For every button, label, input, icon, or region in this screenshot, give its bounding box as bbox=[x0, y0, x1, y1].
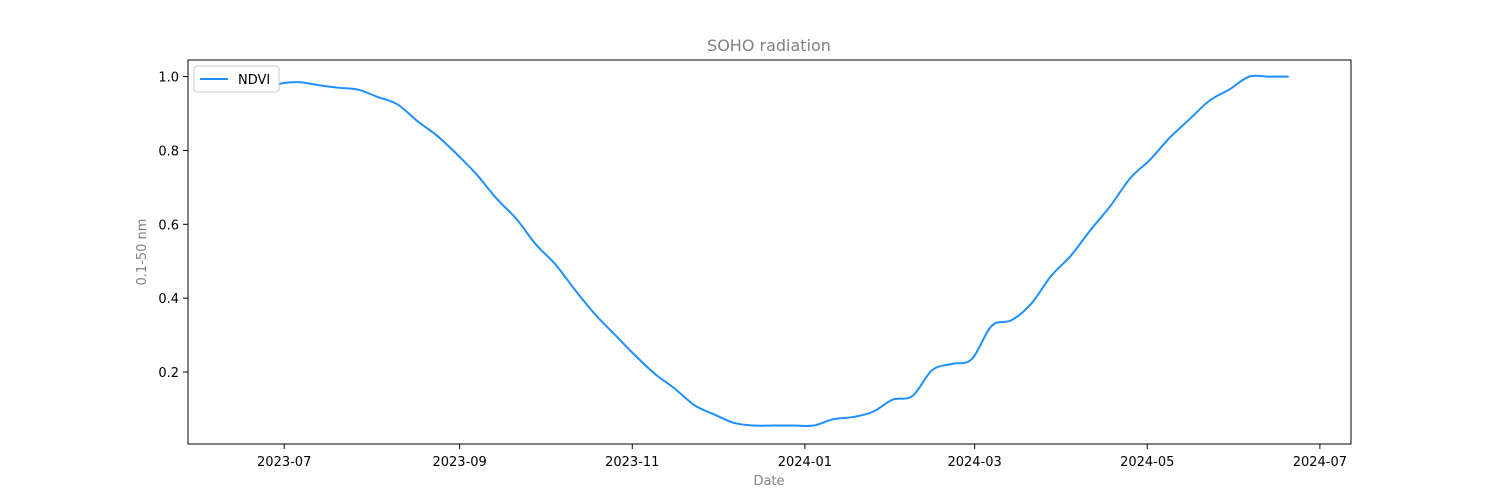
y-tick-label: 0.8 bbox=[158, 144, 179, 159]
plot-area bbox=[187, 59, 1352, 445]
legend-box bbox=[193, 65, 280, 93]
series-line-ndvi bbox=[258, 74, 1289, 427]
x-axis-label: Date bbox=[753, 474, 784, 489]
x-tick-label: 2024-07 bbox=[1293, 455, 1347, 470]
x-tick-label: 2023-07 bbox=[257, 455, 311, 470]
y-tick-label: 0.4 bbox=[158, 292, 179, 307]
x-tick-label: 2024-05 bbox=[1120, 455, 1174, 470]
y-axis-label: 0.1-50 nm bbox=[135, 219, 150, 286]
x-tick-label: 2024-01 bbox=[778, 455, 832, 470]
x-tick-label: 2023-11 bbox=[605, 455, 659, 470]
x-tick-label: 2023-09 bbox=[432, 455, 486, 470]
legend: NDVI bbox=[193, 65, 280, 93]
x-axis: 2023-07 2023-09 2023-11 2024-01 2024-03 2024-… bbox=[257, 444, 1347, 470]
y-tick-label: 0.6 bbox=[158, 218, 179, 233]
legend-label-ndvi: NDVI bbox=[238, 73, 270, 88]
x-tick-label: 2024-03 bbox=[947, 455, 1001, 470]
y-tick-label: 1.0 bbox=[158, 71, 179, 86]
chart-title: SOHO radiation bbox=[707, 36, 831, 55]
y-tick-label: 0.2 bbox=[158, 366, 179, 381]
y-axis: 0.2 0.4 0.6 0.8 1.0 bbox=[158, 71, 188, 381]
